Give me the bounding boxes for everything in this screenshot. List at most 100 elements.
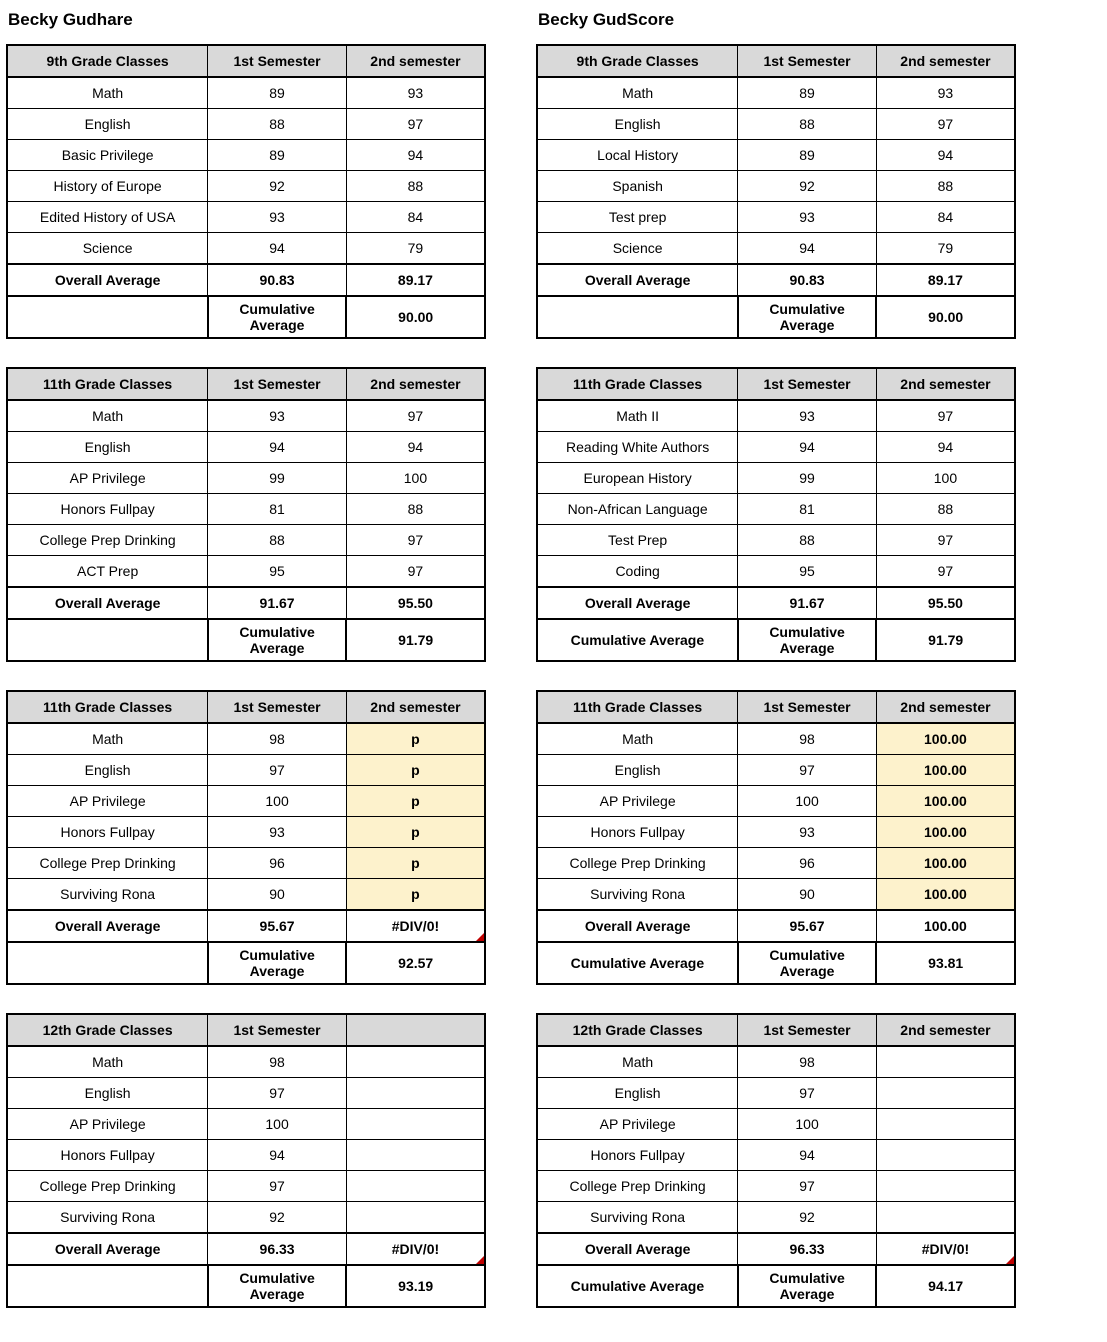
sem2-val: 94 xyxy=(876,140,1015,171)
sem1-val: 92 xyxy=(738,1202,877,1234)
sem2-val xyxy=(876,1171,1015,1202)
student-name: Becky Gudhare xyxy=(6,6,486,44)
sem1-val: 88 xyxy=(738,525,877,556)
class-name: AP Privilege xyxy=(537,1109,738,1140)
sem1-val: 100 xyxy=(738,786,877,817)
header-sem1: 1st Semester xyxy=(738,691,877,723)
class-name: Surviving Rona xyxy=(537,879,738,911)
sem2-val: 79 xyxy=(346,233,485,265)
cumul-val: 93.81 xyxy=(876,942,1015,984)
sem1-val: 90 xyxy=(208,879,347,911)
header-sem2: 2nd semester xyxy=(876,1014,1015,1046)
overall-label: Overall Average xyxy=(7,264,208,296)
sem2-val: 88 xyxy=(346,494,485,525)
cumul-first: Cumulative Average xyxy=(537,619,738,661)
cumul-label: Cumulative Average xyxy=(208,619,347,661)
sem2-val xyxy=(346,1202,485,1234)
sem2-val: 97 xyxy=(346,556,485,588)
overall-label: Overall Average xyxy=(7,910,208,942)
sem1-val: 98 xyxy=(738,723,877,755)
cumul-val: 91.79 xyxy=(346,619,485,661)
class-name: English xyxy=(7,1078,208,1109)
header-class: 11th Grade Classes xyxy=(7,691,208,723)
header-class: 9th Grade Classes xyxy=(7,45,208,77)
cumul-val: 94.17 xyxy=(876,1265,1015,1307)
class-name: College Prep Drinking xyxy=(537,848,738,879)
spreadsheet: Becky Gudhare 9th Grade Classes 1st Seme… xyxy=(6,6,1101,1336)
class-name: College Prep Drinking xyxy=(7,1171,208,1202)
sem2-val: 100.00 xyxy=(876,786,1015,817)
class-name: Math xyxy=(537,723,738,755)
cumul-label: Cumulative Average xyxy=(738,942,877,984)
sem2-val xyxy=(876,1046,1015,1078)
sem1-val: 93 xyxy=(738,202,877,233)
class-name: Edited History of USA xyxy=(7,202,208,233)
sem1-val: 89 xyxy=(208,77,347,109)
overall-s2-error: #DIV/0! xyxy=(346,1233,485,1265)
cumul-val: 90.00 xyxy=(876,296,1015,338)
sem1-val: 81 xyxy=(738,494,877,525)
header-sem2: 2nd semester xyxy=(876,368,1015,400)
cumul-val: 91.79 xyxy=(876,619,1015,661)
class-name: Surviving Rona xyxy=(537,1202,738,1234)
sem2-val: 100.00 xyxy=(876,848,1015,879)
header-sem1: 1st Semester xyxy=(738,1014,877,1046)
header-class: 12th Grade Classes xyxy=(537,1014,738,1046)
student-name: Becky GudScore xyxy=(536,6,1016,44)
class-name: English xyxy=(7,109,208,140)
header-sem1: 1st Semester xyxy=(208,45,347,77)
sem2-val: p xyxy=(346,817,485,848)
header-sem1: 1st Semester xyxy=(208,1014,347,1046)
sem1-val: 92 xyxy=(208,171,347,202)
sem2-val: 97 xyxy=(876,556,1015,588)
sem1-val: 97 xyxy=(738,1171,877,1202)
blank-cell xyxy=(537,296,738,338)
sem1-val: 94 xyxy=(738,233,877,265)
cumul-label: Cumulative Average xyxy=(738,296,877,338)
sem1-val: 97 xyxy=(208,1171,347,1202)
class-name: Math xyxy=(537,77,738,109)
sem1-val: 95 xyxy=(208,556,347,588)
sem2-val xyxy=(876,1078,1015,1109)
sem2-val: 94 xyxy=(346,140,485,171)
sem2-val xyxy=(876,1202,1015,1234)
grade-block: 11th Grade Classes 1st Semester 2nd seme… xyxy=(536,690,1016,985)
sem2-val: 97 xyxy=(876,525,1015,556)
class-name: Surviving Rona xyxy=(7,879,208,911)
sem1-val: 92 xyxy=(738,171,877,202)
sem2-val: 97 xyxy=(346,525,485,556)
class-name: English xyxy=(537,109,738,140)
grade-block: 11th Grade Classes 1st Semester 2nd seme… xyxy=(6,367,486,662)
header-class: 9th Grade Classes xyxy=(537,45,738,77)
class-name: Test prep xyxy=(537,202,738,233)
sem2-val xyxy=(346,1171,485,1202)
sem1-val: 97 xyxy=(208,1078,347,1109)
grade-block: 11th Grade Classes 1st Semester 2nd seme… xyxy=(6,690,486,985)
cumul-first: Cumulative Average xyxy=(537,1265,738,1307)
sem1-val: 92 xyxy=(208,1202,347,1234)
sem2-val: p xyxy=(346,848,485,879)
sem1-val: 98 xyxy=(738,1046,877,1078)
header-sem2: 2nd semester xyxy=(876,45,1015,77)
class-name: AP Privilege xyxy=(7,1109,208,1140)
sem2-val xyxy=(346,1046,485,1078)
sem2-val: 84 xyxy=(346,202,485,233)
sem2-val xyxy=(346,1078,485,1109)
sem2-val: 97 xyxy=(346,109,485,140)
overall-s2: 95.50 xyxy=(876,587,1015,619)
sem1-val: 98 xyxy=(208,723,347,755)
header-class: 11th Grade Classes xyxy=(537,691,738,723)
class-name: Science xyxy=(7,233,208,265)
sem1-val: 96 xyxy=(208,848,347,879)
overall-s2-error: #DIV/0! xyxy=(876,1233,1015,1265)
sem2-val: 88 xyxy=(346,171,485,202)
class-name: Honors Fullpay xyxy=(537,817,738,848)
overall-label: Overall Average xyxy=(537,264,738,296)
header-sem2: 2nd semester xyxy=(346,45,485,77)
class-name: Honors Fullpay xyxy=(7,817,208,848)
overall-s2: 89.17 xyxy=(346,264,485,296)
sem2-val: 97 xyxy=(876,400,1015,432)
cumul-label: Cumulative Average xyxy=(738,1265,877,1307)
class-name: AP Privilege xyxy=(7,786,208,817)
student-column-right: Becky GudScore 9th Grade Classes 1st Sem… xyxy=(536,6,1016,1336)
